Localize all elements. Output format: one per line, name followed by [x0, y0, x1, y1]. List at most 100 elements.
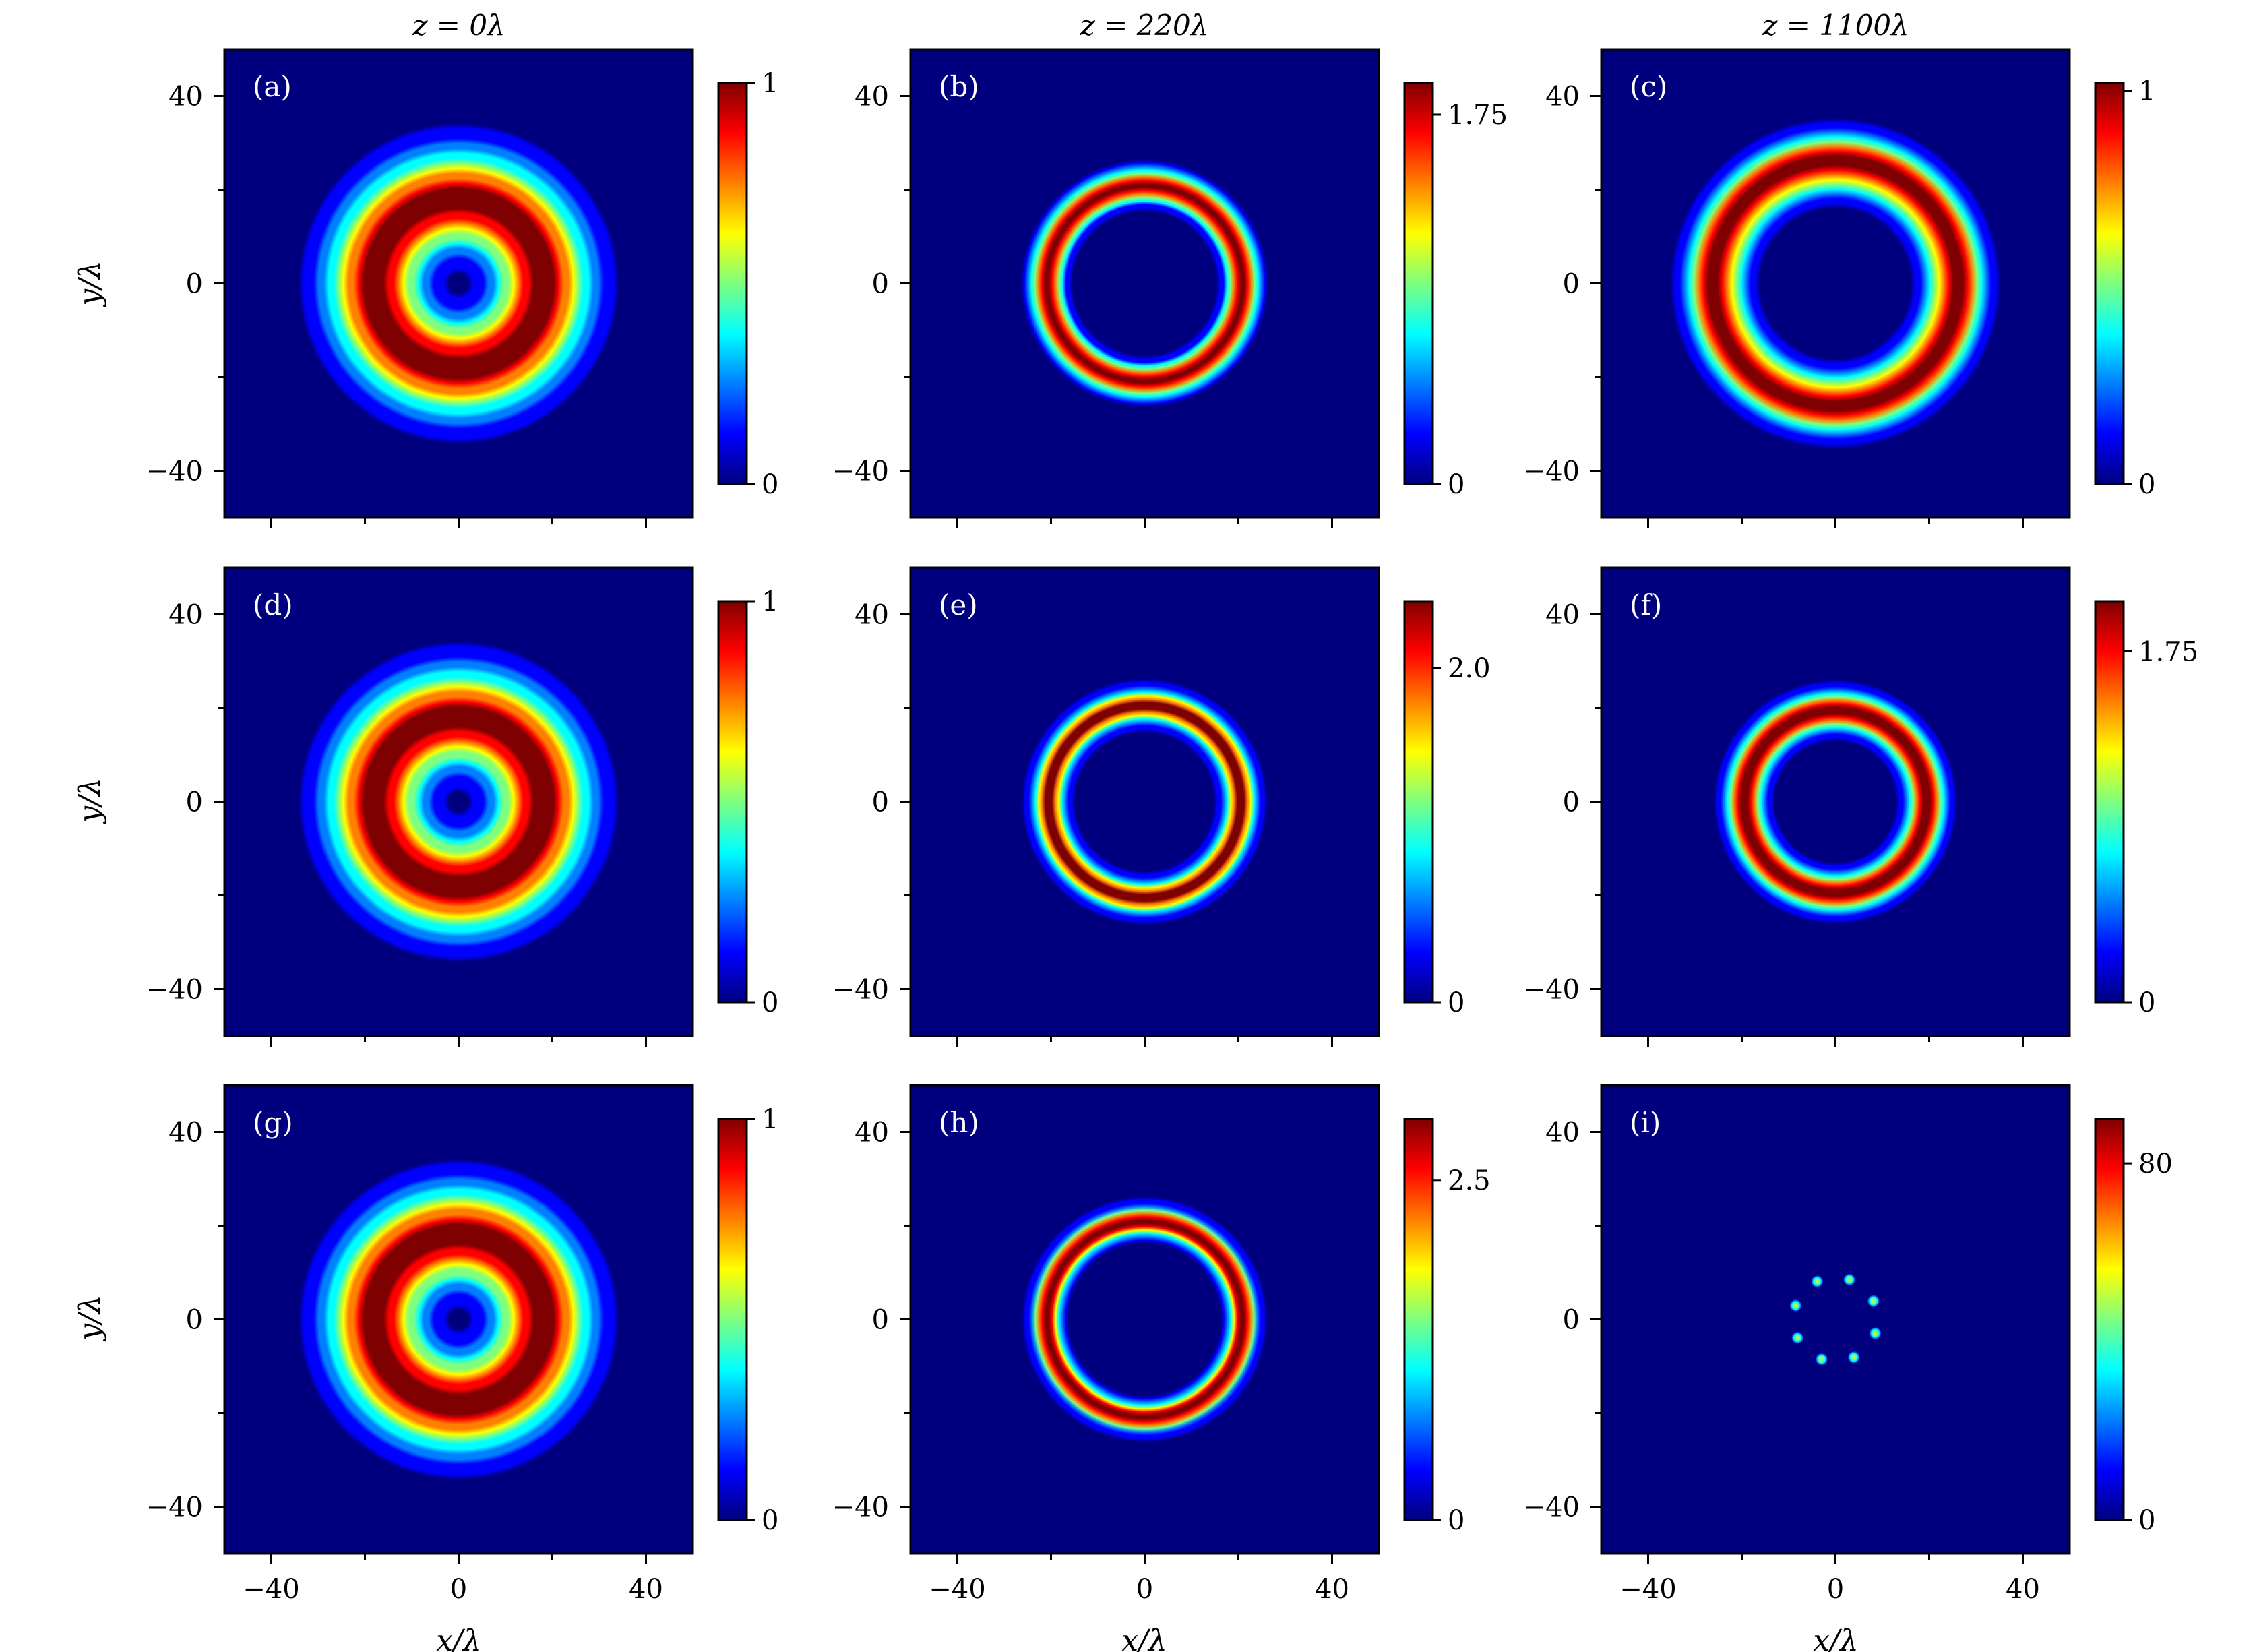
x-axis-labels: x/λ x/λ x/λ	[436, 1624, 1859, 1652]
intensity-ring	[1012, 669, 1278, 935]
colorbar-gradient	[717, 82, 748, 485]
intensity-spot	[1815, 1353, 1828, 1366]
y-tick-label: 40	[1545, 82, 1580, 113]
panel-label: (e)	[939, 588, 978, 621]
x-tick-label: −40	[243, 1574, 299, 1605]
heatmap-panel-d: (d) 40 0 −40 01	[146, 566, 778, 1047]
colorbar: 01	[717, 1104, 778, 1536]
y-tick-label: −40	[832, 1492, 889, 1523]
panel-label: (d)	[253, 588, 293, 621]
panel-label: (h)	[939, 1106, 979, 1139]
heatmap-panel-i: (i) 40 0 −40 −40 0 40 0 80	[1523, 1084, 2173, 1605]
panel-label: (f)	[1630, 588, 1662, 621]
colorbar-tick-label: 0	[2138, 469, 2155, 500]
colorbar-tick-label: 1	[762, 1104, 778, 1135]
colorbar: 02.5	[1403, 1118, 1491, 1536]
colorbar-gradient	[1403, 82, 1434, 485]
colorbar-tick-label: 0	[1448, 987, 1464, 1018]
y-tick-label: 40	[1545, 1118, 1580, 1149]
intensity-ring	[258, 83, 659, 484]
colorbar: 01	[717, 586, 778, 1018]
colorbar: 0 80	[2094, 1118, 2173, 1536]
colorbar: 01.75	[1403, 82, 1508, 500]
y-axis-labels: y/λ y/λ y/λ	[73, 260, 107, 1342]
intensity-ring	[258, 1119, 659, 1520]
x-axis-label-col3: x/λ	[1813, 1624, 1859, 1652]
y-tick-label: 0	[872, 787, 889, 818]
colorbar-tick-label: 1	[762, 586, 778, 617]
column-title-1: z = 0λ	[412, 9, 505, 42]
intensity-ring	[1700, 666, 1971, 938]
colorbar-tick-label: 1	[2138, 76, 2155, 107]
colorbar: 01	[2094, 76, 2155, 500]
intensity-spot	[1869, 1327, 1882, 1340]
y-axis-label-row2: y/λ	[73, 777, 107, 824]
intensity-spot	[1789, 1299, 1802, 1312]
heatmap-background	[1601, 1085, 2070, 1554]
panel-label: (c)	[1630, 70, 1667, 103]
x-tick-label: 40	[2006, 1574, 2040, 1605]
panel-label: (b)	[939, 70, 979, 103]
panel-label: (a)	[253, 70, 292, 103]
colorbar-tick-label: 0	[2138, 987, 2155, 1018]
y-tick-label: 0	[1563, 1305, 1580, 1336]
colorbar-tick-label: 1	[762, 68, 778, 99]
heatmap-panel-c: (c)400−40 01	[1523, 48, 2155, 528]
heatmap-panel-f: (f)400−40 01.75	[1523, 566, 2198, 1047]
colorbar-tick-label: 0	[2138, 1505, 2155, 1536]
x-tick-label: −40	[929, 1574, 985, 1605]
x-tick-label: 0	[1136, 1574, 1153, 1605]
colorbar-tick-label: 0	[762, 1505, 778, 1536]
x-tick-label: 40	[629, 1574, 663, 1605]
intensity-spot	[1867, 1295, 1880, 1308]
colorbar-gradient	[2094, 1118, 2125, 1521]
heatmap-panel-a: (a) 40 0 −40 01	[146, 48, 778, 528]
colorbar-gradient	[2094, 82, 2125, 485]
y-tick-label: −40	[1523, 1492, 1580, 1523]
colorbar: 02.0	[1403, 600, 1491, 1018]
colorbar-gradient	[1403, 600, 1434, 1004]
y-tick-label: −40	[146, 1492, 203, 1523]
column-titles: z = 0λ z = 220λ z = 1100λ	[412, 9, 1909, 42]
x-tick-label: 0	[450, 1574, 467, 1605]
y-tick-label: 40	[1545, 600, 1580, 631]
colorbar-tick-label: 1.75	[2138, 636, 2198, 667]
intensity-spot	[1847, 1351, 1860, 1364]
y-tick-label: 40	[855, 82, 889, 113]
colorbar: 01	[717, 68, 778, 500]
y-tick-label: 0	[872, 269, 889, 300]
intensity-spot	[1843, 1273, 1856, 1286]
colorbar-tick-label: 1.75	[1448, 100, 1508, 131]
y-tick-label: 40	[168, 600, 203, 631]
intensity-ring	[258, 601, 659, 1002]
colorbar-tick-label: 2.5	[1448, 1165, 1491, 1196]
column-title-2: z = 220λ	[1080, 9, 1209, 42]
y-tick-label: −40	[146, 456, 203, 487]
y-tick-label: 40	[855, 1118, 889, 1149]
panel-label: (g)	[253, 1106, 293, 1139]
colorbar-tick-label: 0	[762, 987, 778, 1018]
colorbar-gradient	[1403, 1118, 1434, 1521]
x-tick-label: −40	[1619, 1574, 1676, 1605]
y-tick-label: 0	[872, 1305, 889, 1336]
colorbar-tick-label: 0	[1448, 1505, 1464, 1536]
y-tick-label: 0	[186, 1305, 203, 1336]
intensity-ring	[1007, 146, 1283, 421]
x-tick-label: 0	[1827, 1574, 1844, 1605]
intensity-spot	[1811, 1275, 1824, 1288]
y-tick-label: −40	[146, 975, 203, 1006]
panels: (a)400−40 01 (b)400−40 01.75(c)400−40 01(d)4…	[146, 48, 2198, 1605]
y-axis-label-row3: y/λ	[73, 1295, 107, 1342]
y-tick-label: −40	[832, 456, 889, 487]
y-tick-label: 0	[1563, 787, 1580, 818]
x-axis-label-col1: x/λ	[436, 1624, 482, 1652]
y-tick-label: 0	[1563, 269, 1580, 300]
y-tick-label: 40	[168, 82, 203, 113]
colorbar-tick-label: 0	[1448, 469, 1464, 500]
y-tick-label: 0	[186, 269, 203, 300]
x-axis-label-col2: x/λ	[1121, 1624, 1167, 1652]
intensity-spot	[1791, 1331, 1804, 1344]
column-title-3: z = 1100λ	[1762, 9, 1909, 42]
